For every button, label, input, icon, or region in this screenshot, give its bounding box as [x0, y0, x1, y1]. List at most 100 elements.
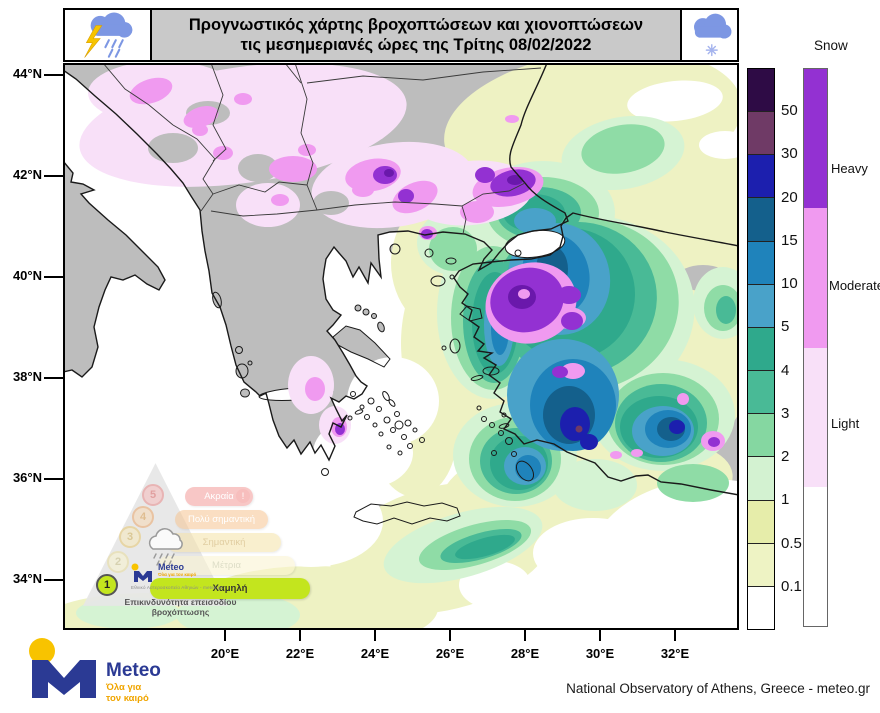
risk-pill-extreme: Ακραία ! [185, 487, 253, 506]
lat-tick [44, 478, 63, 480]
snow-precipitation-layer [79, 65, 725, 459]
snow-colorbar [803, 68, 828, 627]
risk-pill-label: Χαμηλή [212, 583, 248, 594]
cbar-label-2: 2 [781, 448, 790, 465]
country-borders [104, 65, 542, 235]
snow-band-heavy [804, 69, 827, 209]
cbar-band [748, 585, 774, 630]
pyramid-logo-text: Meteo [158, 562, 185, 572]
storm-rain-cloud-icon [63, 8, 152, 62]
cbar-label-4: 4 [781, 362, 790, 379]
cbar-label-05: 0.5 [781, 535, 802, 552]
snow-cloud-icon [680, 8, 739, 62]
risk-level-5: 5 [142, 484, 164, 506]
lon-tick [374, 630, 376, 641]
lon-label-20e: 20°E [210, 646, 240, 661]
lon-label-28e: 28°E [510, 646, 540, 661]
cbar-label-15: 15 [781, 232, 798, 249]
risk-pill-label: Πολύ σημαντική [187, 514, 256, 525]
snow-band-none [804, 486, 827, 626]
snow-scale-title: Snow [814, 38, 848, 53]
cbar-band [748, 283, 774, 327]
lat-tick [44, 276, 63, 278]
forecast-map: Ακραία ! Πολύ σημαντική Σημαντική Μέτρια… [63, 63, 739, 630]
risk-pill-very-significant: Πολύ σημαντική [175, 510, 268, 529]
pyramid-logo-tagline: Όλα για τον καιρό [158, 572, 197, 577]
cbar-label-20: 20 [781, 189, 798, 206]
lat-tick [44, 175, 63, 177]
lon-tick [524, 630, 526, 641]
cbar-label-01: 0.1 [781, 578, 802, 595]
logo-sun-dot [29, 638, 55, 664]
risk-level-3: 3 [119, 526, 141, 548]
cbar-band [748, 240, 774, 284]
lon-label-24e: 24°E [360, 646, 390, 661]
lon-tick [224, 630, 226, 641]
meteo-logo: Meteo Όλα για τον καιρό [18, 634, 208, 711]
cbar-label-3: 3 [781, 405, 790, 422]
lon-label-32e: 32°E [660, 646, 690, 661]
lat-label-36n: 36°N [12, 470, 42, 485]
rain-risk-pyramid-legend: Ακραία ! Πολύ σημαντική Σημαντική Μέτρια… [73, 453, 323, 621]
cbar-band [748, 370, 774, 414]
cbar-band [748, 197, 774, 241]
snow-label-light: Light [831, 416, 860, 431]
meteo-logo-svg: Meteo Όλα για τον καιρό [29, 638, 161, 704]
snow-label-heavy: Heavy [831, 161, 868, 176]
risk-level-4: 4 [132, 506, 154, 528]
pyramid-meteo-logo: Meteo Όλα για τον καιρό Εθνικό Αστεροσκο… [131, 562, 261, 591]
risk-pill-low-active: Χαμηλή [150, 578, 310, 599]
lat-label-40n: 40°N [12, 268, 42, 283]
meteo-m-icon [131, 563, 152, 582]
risk-level-2: 2 [107, 551, 129, 573]
footer-credit: National Observatory of Athens, Greece -… [566, 681, 870, 696]
snow-band-light [804, 347, 827, 487]
lat-tick [44, 74, 63, 76]
risk-pill-label: Μέτρια [212, 560, 241, 571]
precipitation-colorbar [747, 68, 775, 630]
lon-tick [599, 630, 601, 641]
cbar-band [748, 69, 774, 112]
snow-cloud-svg [693, 13, 731, 57]
logo-tagline-line1: Όλα για [105, 682, 141, 693]
pyramid-caption: Επικινδυνότητα επεισοδίου βροχόπτωσης [124, 597, 237, 617]
lat-tick [44, 377, 63, 379]
risk-pill-significant: Σημαντική [167, 533, 281, 552]
map-title-line2: τις μεσημεριανές ώρες της Τρίτης 08/02/2… [240, 36, 592, 54]
map-title: Προγνωστικός χάρτης βροχοπτώσεων και χιο… [150, 8, 682, 62]
risk-pill-moderate: Μέτρια [158, 556, 295, 575]
cbar-label-50: 50 [781, 102, 798, 119]
cbar-band [748, 456, 774, 500]
rain-cloud-icon [148, 528, 183, 566]
alert-icon: ! [236, 489, 250, 503]
map-title-line1: Προγνωστικός χάρτης βροχοπτώσεων και χιο… [188, 16, 644, 34]
snow-label-moderate: Moderate [829, 278, 880, 293]
lon-tick [674, 630, 676, 641]
map-border [63, 63, 739, 630]
pyramid-logo-subtext: Εθνικό Αστεροσκοπείο Αθηνών - meteo.gr [131, 585, 223, 590]
snow-band-moderate [804, 208, 827, 348]
cbar-band [748, 154, 774, 198]
cbar-band [748, 326, 774, 371]
lat-label-34n: 34°N [12, 571, 42, 586]
cbar-band [748, 542, 774, 586]
lon-tick [299, 630, 301, 641]
cbar-label-10: 10 [781, 275, 798, 292]
cbar-label-1: 1 [781, 491, 790, 508]
cbar-band [748, 499, 774, 543]
title-banner: Προγνωστικός χάρτης βροχοπτώσεων και χιο… [63, 8, 739, 62]
lat-tick [44, 579, 63, 581]
lat-label-42n: 42°N [12, 167, 42, 182]
cbar-label-30: 30 [781, 145, 798, 162]
cbar-label-5: 5 [781, 318, 790, 335]
logo-m-shape [32, 660, 96, 698]
storm-rain-cloud-svg [83, 12, 132, 58]
cbar-band [748, 413, 774, 457]
lat-label-38n: 38°N [12, 369, 42, 384]
lon-label-26e: 26°E [435, 646, 465, 661]
logo-tagline-line2: τον καιρό [106, 693, 149, 704]
risk-level-1-active: 1 [96, 574, 118, 596]
risk-pill-label: Ακραία [204, 491, 234, 502]
cbar-band [748, 111, 774, 155]
